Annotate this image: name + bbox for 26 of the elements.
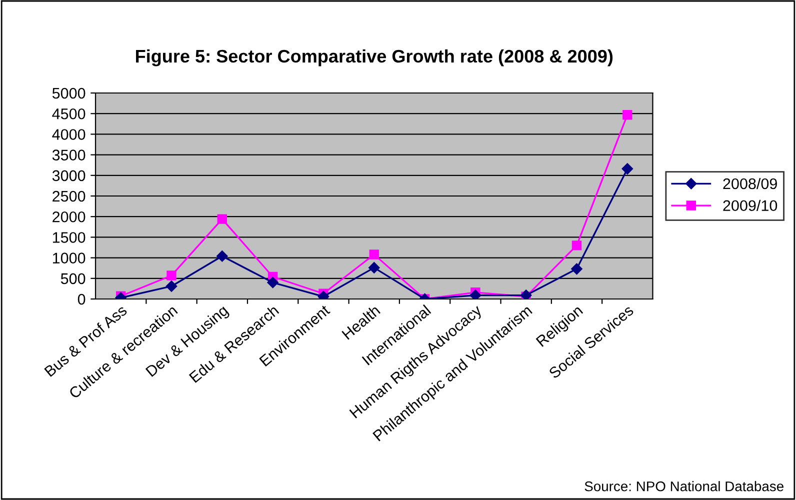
point (369, 250, 379, 260)
y-tick-label: 3000 (52, 170, 86, 182)
legend-label: 2009/10 (723, 200, 778, 212)
y-tick-label: 3500 (52, 150, 86, 160)
point (622, 110, 632, 120)
point (572, 240, 582, 250)
chart-title: Figure 5: Sector Comparative Growth rate (2008 & 2009) (136, 49, 613, 66)
y-tick-label: 500 (60, 273, 86, 284)
y-tick-label: 2000 (52, 211, 86, 222)
y-tick-label: 1500 (52, 232, 86, 243)
point (622, 163, 633, 174)
y-tick-label: 1000 (52, 252, 86, 264)
point (166, 280, 178, 292)
point (571, 263, 582, 275)
y-tick-label: 0 (78, 294, 86, 305)
y-tick-label: 4500 (52, 108, 86, 120)
source-note: Source: NPO National Database (584, 481, 784, 492)
point (217, 214, 228, 224)
point (216, 250, 228, 262)
y-tick-label: 4000 (52, 129, 86, 140)
y-tick-label: 2500 (52, 190, 86, 202)
legend-label: 2008/09 (723, 178, 777, 190)
y-tick-label: 5000 (52, 88, 86, 99)
point (368, 262, 380, 274)
point (267, 276, 278, 288)
point (166, 270, 176, 280)
